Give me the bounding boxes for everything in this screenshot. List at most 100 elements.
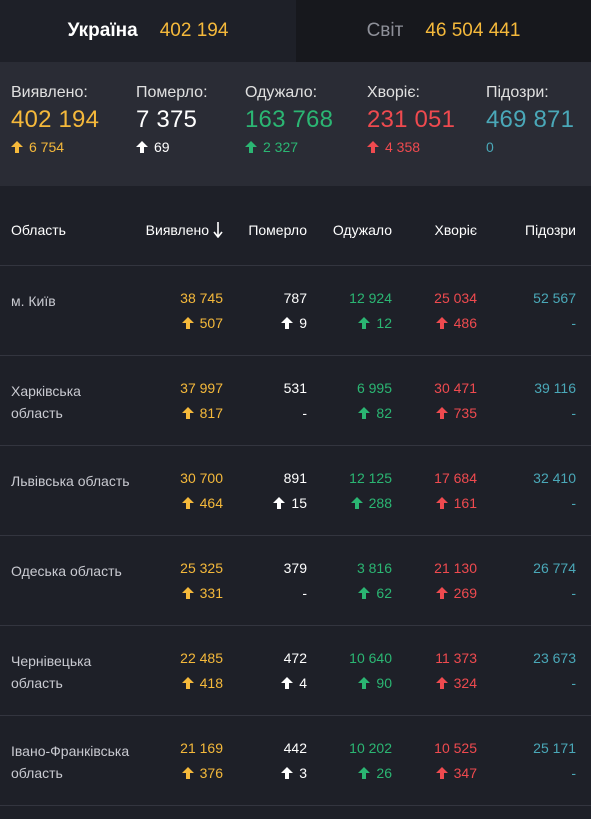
arrow-up-icon	[281, 767, 294, 779]
summary-sick-delta: 4 358	[367, 139, 455, 155]
cell-suspected: 32 410 -	[533, 470, 576, 511]
arrow-up-icon	[273, 497, 286, 509]
summary-detected-delta-value: 6 754	[29, 139, 65, 155]
cell-recovered: 10 202 26	[349, 740, 392, 781]
cell-died-delta-value: 3	[299, 765, 307, 781]
summary-recovered-delta-value: 2 327	[263, 139, 299, 155]
cell-died-delta-value: 4	[299, 675, 307, 691]
summary-detected: Виявлено: 402 194 6 754	[11, 84, 99, 155]
cell-detected: 38 745 507	[180, 290, 223, 331]
cell-died-delta-value: -	[302, 585, 307, 601]
country-tabs: Україна 402 194 Світ 46 504 441	[0, 0, 591, 62]
cell-died-delta: 15	[273, 495, 307, 511]
arrow-up-icon	[281, 317, 294, 329]
arrow-up-icon	[435, 407, 448, 419]
cell-died-value: 442	[283, 740, 307, 756]
cell-recovered-delta: 82	[357, 405, 392, 421]
cell-recovered-value: 3 816	[356, 560, 392, 576]
cell-recovered-delta: 90	[349, 675, 392, 691]
cell-sick-delta: 486	[434, 315, 477, 331]
cell-detected: 25 325 331	[180, 560, 223, 601]
tab-ukraine[interactable]: Україна 402 194	[0, 0, 296, 62]
cell-suspected-value: 26 774	[533, 560, 576, 576]
cell-sick-delta-value: 161	[453, 495, 477, 511]
table-row[interactable]: м. Київ 38 745 507 787 9 12 924 12 25 03…	[0, 266, 591, 356]
cell-detected: 22 485 418	[180, 650, 223, 691]
arrow-up-icon	[358, 407, 371, 419]
row-region: Харківська область	[11, 383, 81, 421]
summary-sick-delta-value: 4 358	[385, 139, 421, 155]
arrow-up-icon	[181, 497, 194, 509]
table-row[interactable]: Одеська область 25 325 331 379 - 3 816 6…	[0, 536, 591, 626]
cell-recovered-delta: 12	[349, 315, 392, 331]
cell-sick: 21 130 269	[434, 560, 477, 601]
table-row[interactable]: Чернівецька область 22 485 418 472 4 10 …	[0, 626, 591, 716]
cell-recovered-value: 12 924	[349, 290, 392, 306]
cell-sick-delta: 735	[434, 405, 477, 421]
col-header-region[interactable]: Область	[11, 222, 66, 238]
cell-suspected-delta: -	[533, 585, 576, 601]
cell-detected-value: 22 485	[180, 650, 223, 666]
cell-died: 787 9	[281, 290, 307, 331]
cell-suspected-delta: -	[533, 675, 576, 691]
cell-detected-delta-value: 464	[199, 495, 223, 511]
col-header-recovered[interactable]: Одужало	[332, 222, 392, 238]
cell-sick-delta: 269	[434, 585, 477, 601]
summary-recovered-delta: 2 327	[245, 139, 333, 155]
cell-recovered: 6 995 82	[357, 380, 392, 421]
col-header-sick[interactable]: Хворіє	[434, 222, 477, 238]
summary-sick: Хворіє: 231 051 4 358	[367, 84, 455, 155]
cell-sick-delta-value: 324	[453, 675, 477, 691]
col-header-detected-label: Виявлено	[145, 222, 209, 238]
arrow-up-icon	[358, 767, 371, 779]
summary-detected-delta: 6 754	[11, 139, 99, 155]
cell-detected: 37 997 817	[180, 380, 223, 421]
summary-recovered-label: Одужало:	[245, 84, 318, 101]
cell-sick-value: 17 684	[434, 470, 477, 486]
summary-died-delta: 69	[136, 139, 208, 155]
cell-suspected: 23 673 -	[533, 650, 576, 691]
col-header-detected[interactable]: Виявлено	[146, 222, 223, 238]
cell-sick-delta: 324	[435, 675, 477, 691]
cell-suspected-value: 39 116	[534, 380, 576, 396]
cell-suspected-value: 52 567	[533, 290, 576, 306]
cell-detected-delta-value: 817	[199, 405, 223, 421]
row-region: Івано-Франківська область	[11, 743, 130, 781]
arrow-up-icon	[358, 677, 371, 689]
arrow-up-icon	[136, 141, 148, 153]
cell-died-delta: -	[284, 585, 307, 601]
cell-detected: 30 700 464	[180, 470, 223, 511]
arrow-up-icon	[181, 767, 194, 779]
arrow-up-icon	[181, 587, 194, 599]
arrow-up-icon	[358, 317, 371, 329]
arrow-up-icon	[181, 677, 194, 689]
cell-suspected-delta-value: -	[571, 585, 576, 601]
summary-died: Померло: 7 375 69	[136, 84, 208, 155]
summary-suspected-label: Підозри:	[486, 84, 549, 101]
cell-detected-delta-value: 507	[199, 315, 223, 331]
cell-suspected-delta-value: -	[571, 495, 576, 511]
cell-died: 531 -	[284, 380, 307, 421]
cell-detected-value: 21 169	[180, 740, 223, 756]
col-header-suspected[interactable]: Підозри	[525, 222, 576, 238]
arrow-up-icon	[350, 497, 363, 509]
col-header-died[interactable]: Померло	[248, 222, 307, 238]
cell-died: 379 -	[284, 560, 307, 601]
arrow-down-icon	[213, 222, 223, 238]
arrow-up-icon	[367, 141, 379, 153]
arrow-up-icon	[435, 587, 448, 599]
table-row[interactable]: Харківська область 37 997 817 531 - 6 99…	[0, 356, 591, 446]
table-row[interactable]: Івано-Франківська область 21 169 376 442…	[0, 716, 591, 806]
cell-recovered-value: 6 995	[356, 380, 392, 396]
cell-suspected-delta-value: -	[571, 765, 576, 781]
cell-detected-value: 30 700	[180, 470, 223, 486]
arrow-up-icon	[435, 317, 448, 329]
tab-world[interactable]: Світ 46 504 441	[296, 0, 591, 62]
cell-sick-delta-value: 735	[453, 405, 477, 421]
arrow-up-icon	[11, 141, 23, 153]
cell-sick-delta-value: 269	[453, 585, 477, 601]
cell-sick-delta-value: 347	[453, 765, 477, 781]
cell-suspected: 26 774 -	[533, 560, 576, 601]
table-row[interactable]: Львівська область 30 700 464 891 15 12 1…	[0, 446, 591, 536]
cell-sick-delta: 161	[434, 495, 477, 511]
